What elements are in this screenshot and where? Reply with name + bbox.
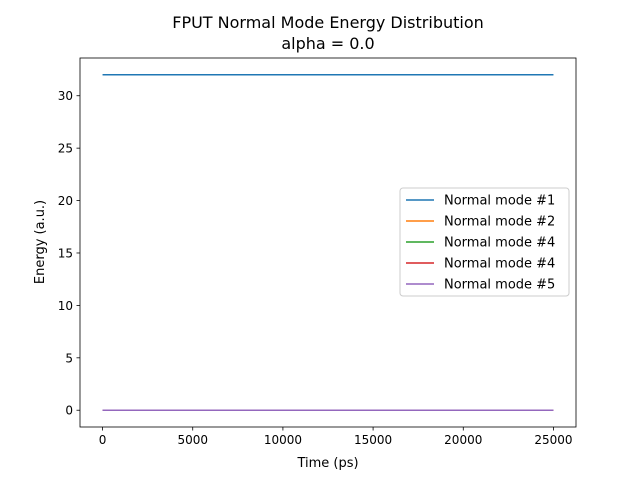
y-tick-label: 5 [65,351,73,365]
x-tick-label: 10000 [264,433,302,447]
legend-label: Normal mode #5 [444,278,555,293]
plot-area: 0 5000 10000 15000 20000 25000 0 5 10 15 20 25 30 [58,57,577,447]
y-tick-label: 25 [58,142,73,156]
legend-label: Normal mode #2 [444,215,555,230]
y-tick-label: 15 [58,246,73,260]
y-tick-label: 10 [58,299,73,313]
legend-box [399,187,570,297]
x-tick-label: 5000 [177,433,208,447]
legend: Normal mode #1 Normal mode #2 Normal mode … [399,187,570,297]
legend-label: Normal mode #1 [444,194,555,209]
y-tick-label: 30 [58,89,73,103]
x-axis-label: Time (ps) [296,456,358,471]
chart-title: FPUT Normal Mode Energy Distribution [172,13,484,32]
chart-subtitle: alpha = 0.0 [281,34,374,53]
x-tick-label: 15000 [354,433,392,447]
legend-label: Normal mode #4 [444,236,555,251]
x-tick-label: 20000 [444,433,482,447]
legend-label: Normal mode #4 [444,257,555,272]
axes-frame [79,57,577,428]
y-tick-label: 0 [65,404,73,418]
y-axis-label: Energy (a.u.) [33,200,48,284]
x-tick-label: 25000 [534,433,572,447]
y-tick-label: 20 [58,194,73,208]
x-tick-label: 0 [99,433,107,447]
